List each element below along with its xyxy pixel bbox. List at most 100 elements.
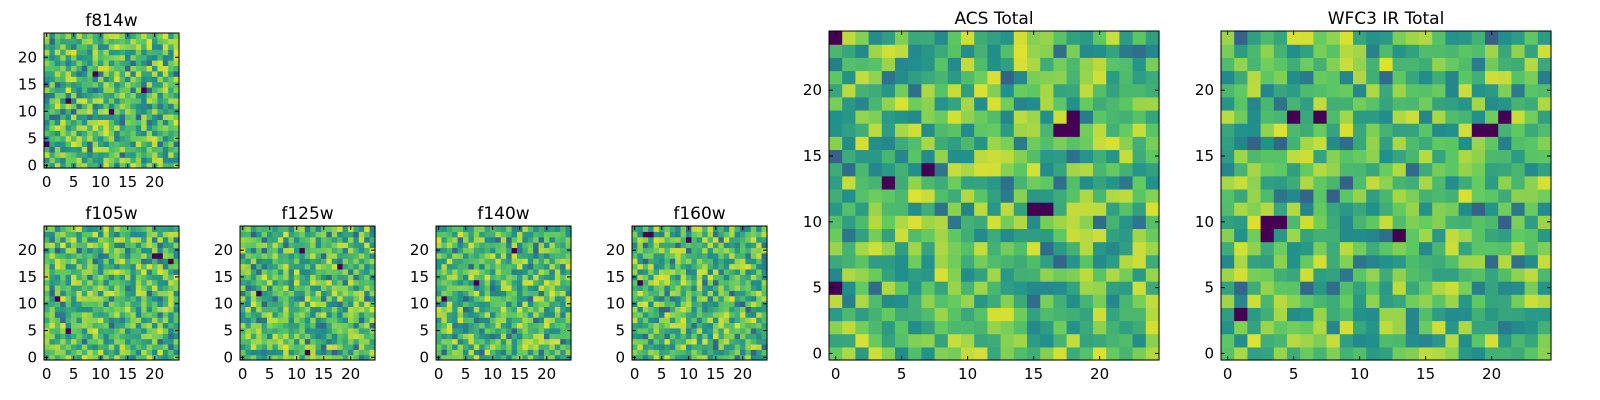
heatmap-cell [108, 92, 115, 99]
heatmap-cell [1445, 254, 1460, 269]
heatmap-cell [261, 354, 268, 361]
y-tick-label: 10 [18, 102, 37, 120]
heatmap-cell [544, 311, 550, 318]
heatmap-cell [108, 258, 115, 265]
heatmap-cell [76, 162, 83, 169]
heatmap-cell [1053, 70, 1068, 85]
heatmap-cell [98, 327, 104, 334]
heatmap-cell [283, 231, 290, 238]
heatmap-cell [342, 226, 349, 232]
heatmap-cell [527, 274, 534, 281]
heatmap-cell [1392, 254, 1407, 269]
heatmap-cell [358, 327, 365, 334]
heatmap-cell [326, 301, 333, 307]
heatmap-cell [632, 349, 638, 356]
heatmap-cell [1287, 228, 1301, 243]
heatmap-cell [756, 333, 763, 340]
heatmap-cell [135, 135, 142, 142]
heatmap-cell [632, 311, 638, 318]
heatmap-cell [92, 119, 99, 126]
heatmap-cell [1013, 294, 1028, 308]
heatmap-cell [261, 327, 268, 334]
heatmap-cell [642, 301, 649, 307]
heatmap-cell [173, 258, 180, 265]
heatmap-cell [114, 114, 121, 120]
heatmap-cell [98, 81, 104, 88]
heatmap-cell [315, 247, 322, 254]
heatmap-cell [81, 76, 88, 83]
heatmap-cell [1498, 215, 1512, 229]
heatmap-cell [702, 284, 709, 291]
heatmap-cell [1053, 294, 1068, 308]
heatmap-cell [76, 268, 83, 275]
heatmap-cell [76, 54, 83, 61]
heatmap-cell [707, 343, 714, 350]
heatmap-cell [152, 135, 158, 142]
heatmap-cell [130, 130, 137, 137]
heatmap-cell [1498, 307, 1512, 322]
heatmap-cell [76, 327, 83, 334]
heatmap-cell [473, 263, 480, 270]
heatmap-cell [522, 333, 529, 340]
heatmap-cell [637, 327, 644, 334]
heatmap-cell [1366, 281, 1380, 295]
heatmap-cell [141, 124, 148, 131]
heatmap-cell [560, 349, 567, 356]
heatmap-cell [680, 301, 687, 307]
heatmap-cell [119, 43, 126, 50]
heatmap-cell [729, 333, 736, 340]
heatmap-cell [135, 226, 142, 232]
heatmap-cell [473, 322, 480, 329]
heatmap-cell [141, 327, 148, 334]
heatmap-cell [141, 119, 148, 126]
heatmap-cell [288, 274, 295, 281]
heatmap-cell [119, 317, 126, 324]
heatmap-cell [1119, 31, 1134, 45]
heatmap-cell [1339, 83, 1354, 98]
heatmap-cell [310, 301, 317, 307]
heatmap-cell [44, 311, 50, 318]
heatmap-cell [1379, 70, 1394, 85]
heatmap-cell [130, 295, 137, 302]
heatmap-cell [441, 247, 448, 254]
heatmap-cell [76, 124, 83, 131]
heatmap-cell [250, 247, 257, 254]
heatmap-cell [1066, 215, 1081, 229]
heatmap-cell [1119, 149, 1134, 164]
heatmap-cell [479, 268, 486, 275]
heatmap-cell [648, 258, 655, 265]
heatmap-cell [1511, 57, 1526, 72]
heatmap-cell [283, 295, 290, 302]
heatmap-cell [1379, 188, 1394, 203]
heatmap-cell [659, 306, 665, 313]
heatmap-cell [65, 333, 72, 340]
heatmap-cell [511, 284, 518, 291]
heatmap-cell [961, 333, 975, 348]
heatmap-cell [1537, 70, 1552, 85]
heatmap-cell [162, 141, 169, 147]
heatmap-cell [76, 114, 83, 120]
heatmap-cell [653, 338, 660, 345]
heatmap-cell [680, 290, 687, 297]
heatmap-cell [527, 333, 534, 340]
heatmap-cell [60, 258, 67, 265]
heatmap-cell [934, 96, 949, 111]
heatmap-cell [842, 215, 856, 229]
heatmap-cell [987, 109, 1002, 124]
heatmap-cell [103, 81, 110, 88]
heatmap-cell [141, 258, 148, 265]
heatmap-cell [125, 124, 131, 131]
heatmap-cell [65, 49, 72, 56]
heatmap-cell [669, 231, 676, 238]
heatmap-cell [98, 103, 104, 110]
heatmap-cell [369, 322, 376, 329]
heatmap-cell [130, 333, 137, 340]
heatmap-cell [745, 322, 752, 329]
heatmap-cell [87, 76, 94, 83]
heatmap-cell [1405, 228, 1420, 243]
heatmap-cell [648, 268, 655, 275]
heatmap-cell [1326, 44, 1341, 58]
heatmap-cell [484, 295, 491, 302]
heatmap-cell [152, 43, 158, 50]
heatmap-cell [664, 258, 671, 265]
